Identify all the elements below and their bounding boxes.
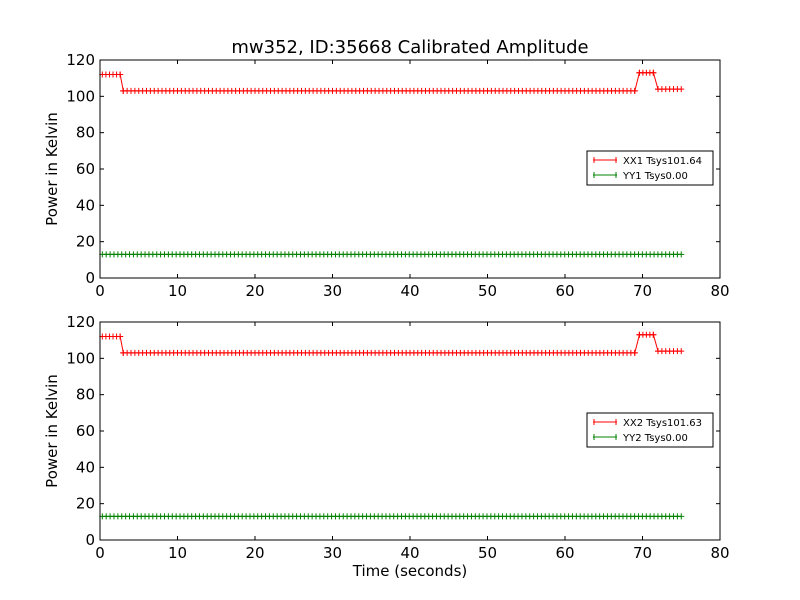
top-subplot: 0 10 20 30 40 50 60 70 80 0 20 40 60 80 100 120 Power … xyxy=(43,51,730,300)
bottom-x-axis-label: Time (seconds) xyxy=(352,562,468,580)
bottom-subplot: 0 10 20 30 40 50 60 70 80 0 20 40 60 80 100 120 Power … xyxy=(43,313,730,580)
top-y-tick-label: 0 xyxy=(85,269,95,287)
bottom-y-tick-label: 20 xyxy=(76,495,95,513)
top-y-tick-label: 100 xyxy=(66,87,95,105)
bottom-y-axis-label: Power in Kelvin xyxy=(43,374,61,488)
top-y-tick-label: 120 xyxy=(66,51,95,69)
bottom-x-tick-label: 0 xyxy=(95,544,105,562)
top-legend-marker xyxy=(593,157,617,163)
top-x-tick-label: 0 xyxy=(95,282,105,300)
top-data-point xyxy=(117,71,124,78)
top-series-yy1-tsys0-00 xyxy=(99,251,685,258)
bottom-data-point xyxy=(650,331,657,338)
top-x-tick-labels: 0 10 20 30 40 50 60 70 80 xyxy=(95,282,729,300)
top-axes-frame xyxy=(99,59,721,279)
top-y-tick-label: 80 xyxy=(76,124,95,142)
bottom-data-point xyxy=(631,349,638,356)
top-x-tick-label: 10 xyxy=(168,282,187,300)
top-data-point xyxy=(631,87,638,94)
bottom-y-tick-label: 40 xyxy=(76,458,95,476)
bottom-plot-area xyxy=(99,331,685,520)
top-y-axis-label: Power in Kelvin xyxy=(43,112,61,226)
bottom-legend: XX2 Tsys101.63 YY2 Tsys0.00 xyxy=(586,412,714,448)
bottom-series-yy2-tsys0-00 xyxy=(99,513,685,520)
top-legend-label: XX1 Tsys101.64 xyxy=(623,156,702,167)
top-y-tick-label: 40 xyxy=(76,196,95,214)
bottom-data-point xyxy=(678,513,685,520)
bottom-data-point xyxy=(678,348,685,355)
bottom-legend-marker xyxy=(593,434,617,440)
bottom-axes-frame xyxy=(99,321,721,541)
bottom-x-tick-label: 20 xyxy=(245,544,264,562)
top-series-xx1-tsys101-64 xyxy=(99,69,685,94)
bottom-legend-marker xyxy=(593,419,617,425)
bottom-x-tick-labels: 0 10 20 30 40 50 60 70 80 xyxy=(95,544,729,562)
top-x-tick-label: 80 xyxy=(710,282,729,300)
bottom-legend-box xyxy=(586,412,714,448)
top-x-tick-label: 40 xyxy=(400,282,419,300)
top-data-point xyxy=(678,86,685,93)
bottom-x-tick-label: 60 xyxy=(555,544,574,562)
bottom-x-tick-label: 80 xyxy=(710,544,729,562)
bottom-legend-label: XX2 Tsys101.63 xyxy=(623,418,702,429)
bottom-y-tick-label: 60 xyxy=(76,422,95,440)
top-data-point xyxy=(678,251,685,258)
top-data-point xyxy=(650,69,657,76)
bottom-x-tick-label: 30 xyxy=(323,544,342,562)
top-x-tick-label: 60 xyxy=(555,282,574,300)
bottom-y-tick-label: 100 xyxy=(66,349,95,367)
bottom-x-tick-label: 70 xyxy=(633,544,652,562)
bottom-x-tick-label: 50 xyxy=(478,544,497,562)
bottom-y-tick-labels: 0 20 40 60 80 100 120 xyxy=(66,313,95,549)
bottom-series-xx2-tsys101-63 xyxy=(99,331,685,356)
top-plot-area xyxy=(99,69,685,258)
top-legend-label: YY1 Tsys0.00 xyxy=(622,171,688,182)
bottom-data-point xyxy=(117,333,124,340)
top-x-tick-label: 70 xyxy=(633,282,652,300)
top-x-tick-label: 50 xyxy=(478,282,497,300)
top-legend-marker xyxy=(593,172,617,178)
bottom-y-tick-label: 80 xyxy=(76,386,95,404)
chart-title: mw352, ID:35668 Calibrated Amplitude xyxy=(231,37,588,58)
bottom-x-tick-label: 40 xyxy=(400,544,419,562)
bottom-legend-label: YY2 Tsys0.00 xyxy=(622,433,688,444)
top-x-tick-label: 20 xyxy=(245,282,264,300)
top-legend: XX1 Tsys101.64 YY1 Tsys0.00 xyxy=(586,150,714,186)
bottom-y-tick-label: 120 xyxy=(66,313,95,331)
top-y-tick-labels: 0 20 40 60 80 100 120 xyxy=(66,51,95,287)
top-y-tick-label: 60 xyxy=(76,160,95,178)
top-y-tick-label: 20 xyxy=(76,233,95,251)
top-x-tick-label: 30 xyxy=(323,282,342,300)
bottom-x-tick-label: 10 xyxy=(168,544,187,562)
top-legend-box xyxy=(586,150,714,186)
bottom-y-tick-label: 0 xyxy=(85,531,95,549)
